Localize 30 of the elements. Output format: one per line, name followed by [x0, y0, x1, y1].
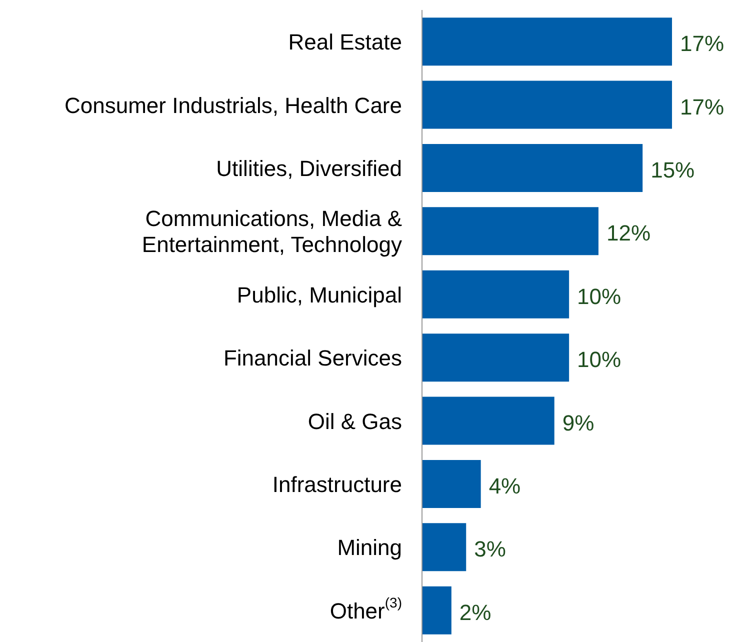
data-label: 10% [577, 347, 622, 372]
y-tick-label: Financial Services [223, 345, 402, 370]
y-tick-label: Infrastructure [272, 472, 402, 496]
data-label: 4% [488, 473, 521, 498]
data-label: 15% [650, 157, 695, 182]
data-label: 9% [562, 410, 594, 436]
y-tick-label: Other$^{(3)}$ [330, 594, 402, 623]
y-tick-label: Utilities, Diversified [216, 156, 402, 180]
bar [422, 460, 481, 508]
bar [422, 334, 570, 382]
bar [422, 586, 452, 634]
bar [422, 396, 554, 445]
bar [422, 80, 672, 129]
bar [422, 18, 672, 66]
data-label: 2% [459, 600, 492, 625]
y-tick-label: Communications, Media & Entertainment, Technology [142, 206, 402, 257]
data-label: 3% [474, 536, 506, 562]
y-tick-label: Oil & Gas [308, 408, 402, 434]
bar [422, 207, 598, 256]
data-label: 10% [577, 284, 622, 309]
bar [422, 144, 643, 192]
y-tick-label: Consumer Industrials, Health Care [64, 92, 402, 118]
y-tick-label: Public, Municipal [236, 282, 402, 307]
data-label: 12% [606, 220, 651, 246]
y-tick-label: Mining [337, 534, 402, 560]
bar [422, 523, 466, 572]
data-label: 17% [680, 94, 724, 120]
bar [422, 270, 570, 318]
y-tick-label: Real Estate [288, 29, 402, 54]
data-label: 17% [680, 31, 724, 56]
